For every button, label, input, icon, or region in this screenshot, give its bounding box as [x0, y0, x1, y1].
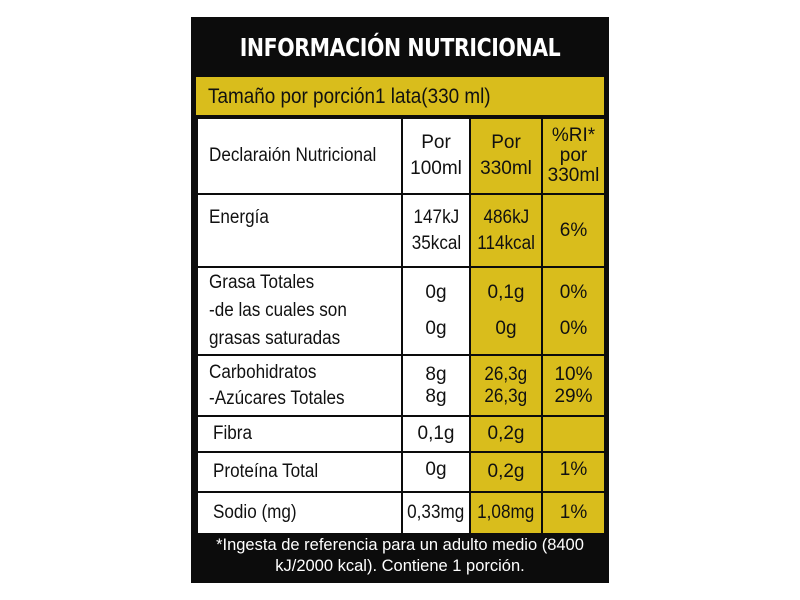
carbohidratos-per-100ml: 8g 8g: [401, 354, 471, 417]
footnote: *Ingesta de referencia para un adulto me…: [216, 536, 584, 575]
carbohidratos-ri: 10% 29%: [541, 354, 606, 417]
header-label: Declaraión Nutricional: [196, 117, 403, 195]
fibra-ri: [541, 415, 606, 453]
row-energia: Energía 147kJ 35kcal 486kJ 114kcal 6%: [196, 193, 606, 268]
grasa-ri: 0% 0%: [541, 266, 606, 356]
label-title: INFORMACIÓN NUTRICIONAL: [239, 33, 561, 62]
header-ri: %RI* por 330ml: [541, 117, 606, 195]
row-sodio: Sodio (mg) 0,33mg 1,08mg 1%: [196, 491, 606, 535]
row-carbohidratos: Carbohidratos -Azúcares Totales 8g 8g 26…: [196, 354, 606, 417]
proteina-label: Proteína Total: [196, 451, 403, 493]
energia-ri: 6%: [541, 193, 606, 268]
proteina-per-100ml: 0g: [401, 451, 471, 493]
nutrition-label: INFORMACIÓN NUTRICIONAL Tamaño por porci…: [191, 17, 609, 583]
nutrition-table: Declaraión Nutricional Por 100ml Por 330…: [196, 117, 606, 535]
fibra-label: Fibra: [196, 415, 403, 453]
carbohidratos-per-330ml: 26,3g 26,3g: [469, 354, 543, 417]
proteina-ri: 1%: [541, 451, 606, 493]
row-proteina: Proteína Total 0g 0,2g 1%: [196, 451, 606, 493]
grasa-per-100ml: 0g 0g: [401, 266, 471, 356]
header-per-330ml: Por 330ml: [469, 117, 543, 195]
sodio-label: Sodio (mg): [196, 491, 403, 535]
energia-per-100ml: 147kJ 35kcal: [401, 193, 471, 268]
row-grasa: Grasa Totales -de las cuales son grasas …: [196, 266, 606, 356]
fibra-per-330ml: 0,2g: [469, 415, 543, 453]
energia-label: Energía: [196, 193, 403, 268]
energia-per-330ml: 486kJ 114kcal: [469, 193, 543, 268]
fibra-per-100ml: 0,1g: [401, 415, 471, 453]
header-row: Declaraión Nutricional Por 100ml Por 330…: [196, 117, 606, 195]
grasa-per-330ml: 0,1g 0g: [469, 266, 543, 356]
sodio-per-100ml: 0,33mg: [401, 491, 471, 535]
sodio-ri: 1%: [541, 491, 606, 535]
proteina-per-330ml: 0,2g: [469, 451, 543, 493]
serving-size: Tamaño por porción1 lata(330 ml): [196, 77, 604, 117]
carbohidratos-label: Carbohidratos -Azúcares Totales: [196, 354, 403, 417]
row-fibra: Fibra 0,1g 0,2g: [196, 415, 606, 453]
grasa-label: Grasa Totales -de las cuales son grasas …: [196, 266, 403, 356]
header-per-100ml: Por 100ml: [401, 117, 471, 195]
sodio-per-330ml: 1,08mg: [469, 491, 543, 535]
